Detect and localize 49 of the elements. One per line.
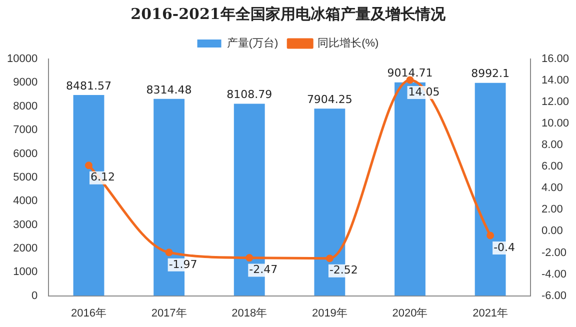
y-tick-label: 0 — [31, 290, 38, 302]
data-label: 6.12 — [90, 170, 115, 184]
y2-tick-label: 2.00 — [541, 204, 563, 216]
x-tick-label: 2020年 — [392, 307, 428, 320]
y2-tick-label: 8.00 — [541, 139, 563, 152]
data-label: 9014.71 — [387, 66, 433, 80]
y-tick-label: 1000 — [13, 266, 38, 278]
x-tick-label: 2016年 — [71, 307, 106, 320]
y2-tick-label: 14.00 — [541, 74, 570, 87]
point — [486, 232, 494, 240]
x-tick-label: 2018年 — [232, 307, 268, 320]
y2-tick-label: -6.00 — [541, 290, 567, 302]
y-tick-label: 2000 — [13, 242, 38, 254]
y2-tick-label: 0.00 — [541, 225, 563, 238]
x-tick-label: 2019年 — [312, 307, 348, 320]
y2-tick-label: -4.00 — [541, 268, 567, 280]
y-tick-label: 8000 — [13, 100, 38, 112]
y2-tick-label: 12.00 — [541, 96, 570, 108]
y-tick-label: 4000 — [13, 195, 38, 208]
point — [84, 162, 92, 170]
data-label: 8314.48 — [146, 83, 192, 96]
data-label: 8992.1 — [471, 67, 510, 80]
y-tick-label: 3000 — [13, 218, 38, 231]
x-tick-label: 2021年 — [472, 307, 508, 320]
y2-tick-label: 4.00 — [541, 182, 563, 194]
data-label: -1.97 — [168, 258, 198, 271]
y-tick-label: 6000 — [13, 148, 38, 160]
chart-title: 2016-2021年全国家用电冰箱产量及增长情况 — [130, 4, 446, 23]
y2-tick-label: 6.00 — [541, 160, 563, 173]
legend-label: 产量(万台) — [226, 36, 278, 50]
point — [165, 248, 173, 256]
data-label: -2.47 — [249, 263, 278, 276]
legend-label: 同比增长(%) — [318, 36, 379, 50]
y2-tick-label: -2.00 — [541, 246, 567, 259]
y-tick-label: 10000 — [6, 53, 38, 66]
y-tick-label: 5000 — [13, 171, 38, 184]
data-label: 14.05 — [408, 85, 440, 98]
point — [246, 254, 254, 262]
x-tick-label: 2017年 — [151, 307, 187, 320]
data-label: -0.4 — [494, 240, 516, 254]
point — [326, 254, 334, 262]
data-label: -2.52 — [329, 264, 358, 277]
y2-tick-label: 10.00 — [541, 118, 570, 130]
data-label: 7904.25 — [306, 92, 352, 106]
data-label: 8108.79 — [226, 88, 272, 102]
y-tick-label: 7000 — [13, 124, 38, 136]
y2-tick-label: 16.00 — [541, 53, 570, 66]
data-label: 8481.57 — [66, 79, 112, 92]
y-tick-label: 9000 — [13, 76, 38, 89]
